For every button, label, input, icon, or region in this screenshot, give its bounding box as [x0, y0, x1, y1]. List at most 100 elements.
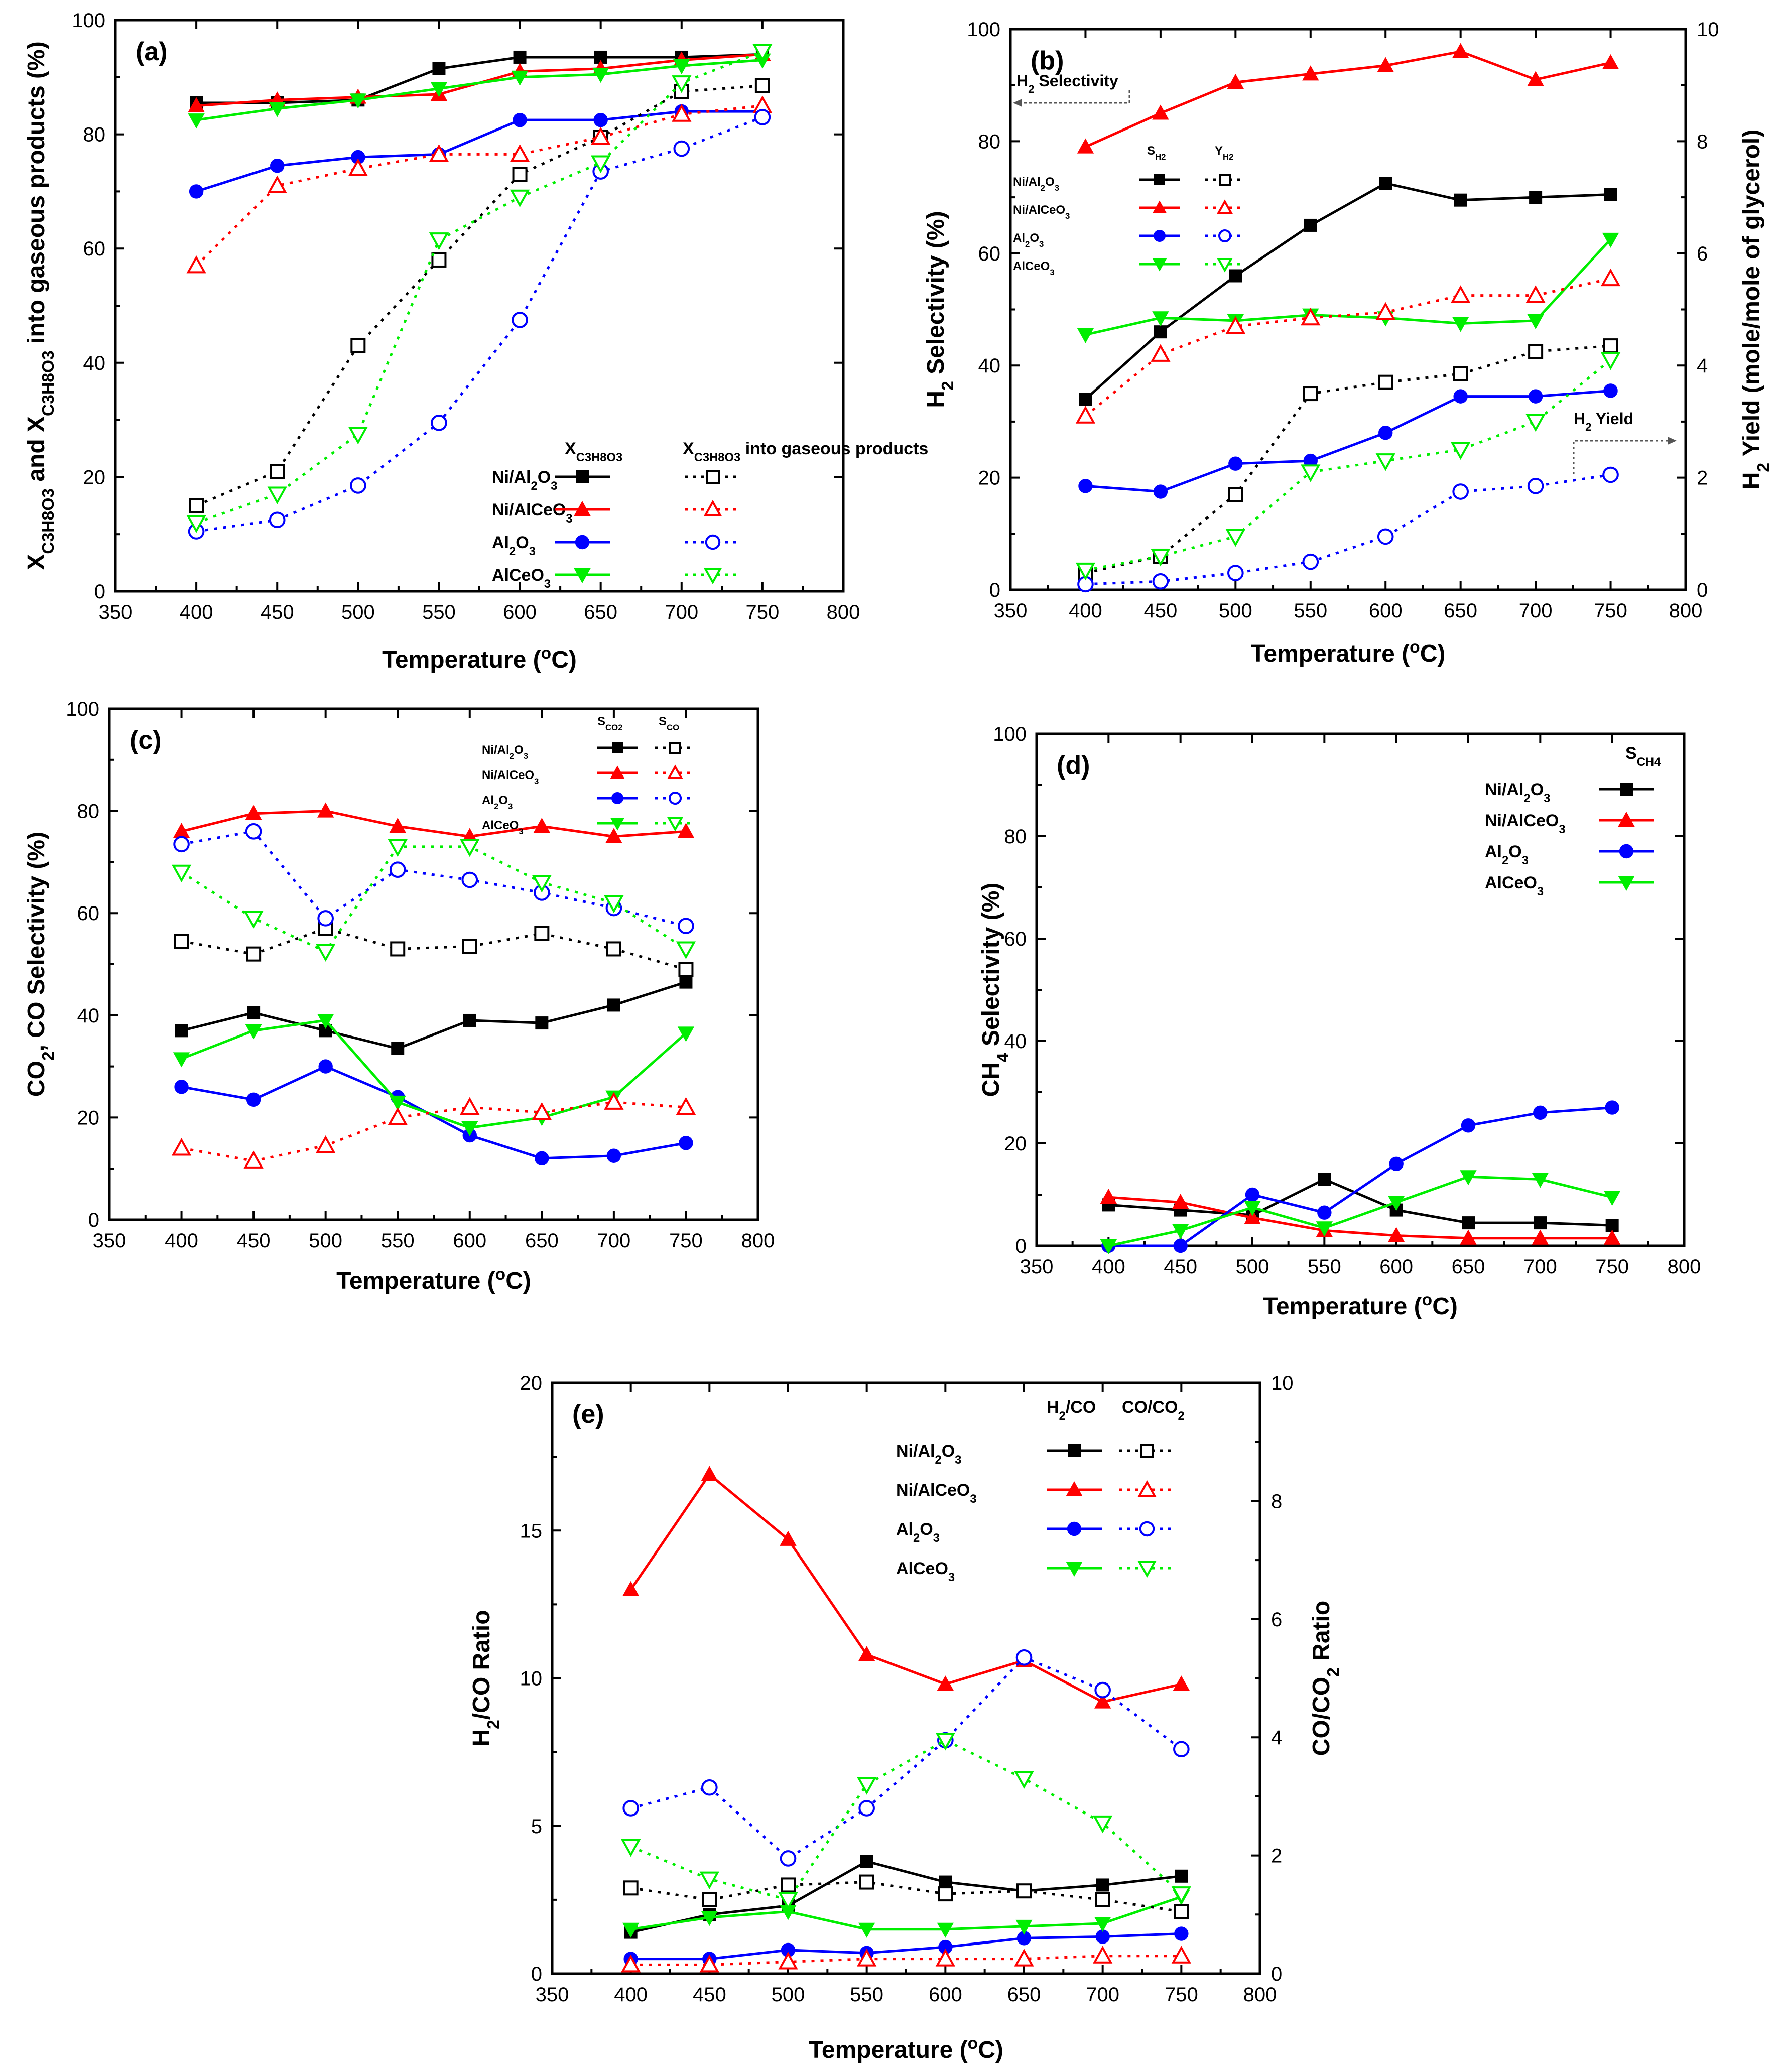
series-AlCeO3-solid: [622, 1890, 1190, 1938]
marker-triangle-up: [667, 764, 683, 779]
marker-triangle-up: [1171, 1946, 1191, 1964]
legend-entry-label: Al2O3: [492, 533, 536, 558]
marker-triangle-up: [348, 158, 368, 176]
marker-triangle-up: [188, 97, 205, 112]
plot-frame: [108, 707, 759, 1221]
marker-circle: [1605, 1100, 1619, 1115]
marker-square: [1079, 393, 1092, 406]
x-tick-label: 400: [1069, 600, 1102, 622]
marker-circle: [780, 1850, 797, 1867]
marker-circle: [1245, 1187, 1260, 1202]
y2-tick-label: 0: [1271, 1963, 1282, 1985]
marker-triangle-up: [389, 818, 406, 833]
y2-tick-label: 10: [1697, 19, 1719, 41]
x-tick-label: 400: [165, 1230, 198, 1252]
marker-triangle-down: [511, 70, 529, 86]
series-line: [1084, 277, 1611, 417]
marker-circle: [1228, 456, 1243, 471]
marker-triangle-up: [703, 499, 722, 516]
marker-circle: [1227, 565, 1244, 581]
legend-entry-label: Al2O3: [482, 794, 513, 811]
marker-triangle-down: [269, 102, 286, 117]
y-tick-label: 0: [94, 581, 105, 603]
marker-triangle-down: [1452, 317, 1469, 332]
x-tick-label: 350: [994, 600, 1028, 622]
series-line: [196, 116, 763, 533]
marker-triangle-up: [1172, 1194, 1189, 1209]
y-tick-label: 100: [66, 698, 99, 720]
marker-square: [1140, 1444, 1154, 1458]
annotations: H2 Selectivity H2 Yield: [1013, 72, 1677, 474]
marker-circle: [679, 1136, 693, 1150]
legend-entry-label: AlCeO3: [482, 819, 524, 836]
chart-d: 350 400 450 500 550 600 650 700 750 800 0 20 40 60 80 1…: [978, 723, 1701, 1320]
marker-triangle-down: [1301, 464, 1321, 482]
legend-entry-label: Ni/AlCeO3: [896, 1481, 977, 1506]
legend: H2/CO CO/CO2 Ni/Al2O3 Ni/AlCeO3 Al2O3 AlCeO3: [896, 1398, 1185, 1584]
chart-e: 350 400 450 500 550 600 650 700 750 8000510152002…: [468, 1372, 1343, 2063]
series-Ni-AlCeO3-dashed: [1075, 268, 1621, 424]
series-line: [1108, 1106, 1612, 1247]
legend-entry-label: Ni/Al2O3: [1013, 175, 1059, 193]
marker-triangle-up: [676, 1097, 696, 1115]
x-tick-label: 800: [1669, 600, 1703, 622]
marker-triangle-down: [1387, 1196, 1405, 1211]
legend: SH2 YH2 Ni/Al2O3 Ni/AlCeO3 Al2O3 AlCeO3: [1013, 144, 1245, 277]
series-line: [630, 1656, 1182, 1860]
series-Al2O3-solid: [1078, 383, 1618, 499]
marker-square: [1154, 325, 1167, 339]
marker-triangle-up: [1618, 811, 1635, 827]
plot-frame: [1035, 732, 1686, 1247]
marker-square: [1229, 269, 1242, 283]
legend-header: SH2: [1147, 144, 1166, 162]
marker-triangle-up: [1077, 138, 1094, 154]
legend-header: SCH4: [1625, 744, 1661, 769]
marker-triangle-down: [1451, 442, 1471, 460]
marker-triangle-up: [672, 104, 692, 122]
marker-square: [781, 1877, 796, 1893]
marker-square: [860, 1855, 873, 1868]
marker-triangle-up: [1014, 1949, 1034, 1967]
series-line: [196, 53, 762, 104]
marker-square: [612, 742, 623, 753]
series-line: [195, 104, 763, 267]
series-AlCeO3-dashed: [171, 839, 696, 962]
marker-circle: [1078, 479, 1093, 493]
panel-label: (d): [1057, 751, 1090, 780]
marker-triangle-up: [388, 1107, 408, 1125]
marker-triangle-up: [591, 126, 611, 145]
x-tick-label: 650: [1452, 1256, 1485, 1278]
marker-triangle-down: [1171, 1886, 1191, 1904]
marker-square: [1378, 374, 1393, 390]
marker-circle: [858, 1800, 875, 1817]
marker-circle: [174, 1080, 189, 1094]
y-axis-label: XC3H8O3 and XC3H8O3 into gaseous product…: [23, 41, 58, 570]
marker-triangle-up: [1100, 1189, 1117, 1204]
marker-triangle-down: [1014, 1771, 1034, 1789]
marker-circle: [173, 836, 190, 853]
marker-square: [1303, 386, 1318, 402]
y2-tick-label: 4: [1697, 355, 1708, 377]
marker-triangle-down: [1137, 1561, 1157, 1578]
legend-entry-label: AlCeO3: [492, 566, 551, 591]
marker-circle: [1461, 1118, 1476, 1133]
marker-square: [859, 1874, 874, 1890]
marker-triangle-down: [677, 1026, 695, 1042]
marker-square: [1528, 344, 1544, 359]
x-tick-label: 600: [1369, 600, 1403, 622]
series-line: [1108, 1196, 1612, 1240]
y-tick-label: 0: [1015, 1235, 1027, 1257]
marker-triangle-down: [673, 59, 690, 75]
marker-triangle-up: [1173, 1675, 1190, 1691]
x-tick-label: 800: [741, 1230, 775, 1252]
x-tick-label: 750: [746, 601, 780, 623]
marker-triangle-down: [316, 944, 336, 962]
y-tick-label: 40: [978, 355, 1001, 377]
x-tick-label: 750: [669, 1230, 703, 1252]
marker-square: [270, 464, 285, 479]
marker-square: [607, 998, 620, 1012]
marker-triangle-down: [672, 75, 692, 93]
annotation-h2-selectivity: H2 Selectivity: [1016, 72, 1118, 95]
marker-square: [1016, 1883, 1032, 1899]
marker-square: [1604, 188, 1617, 201]
